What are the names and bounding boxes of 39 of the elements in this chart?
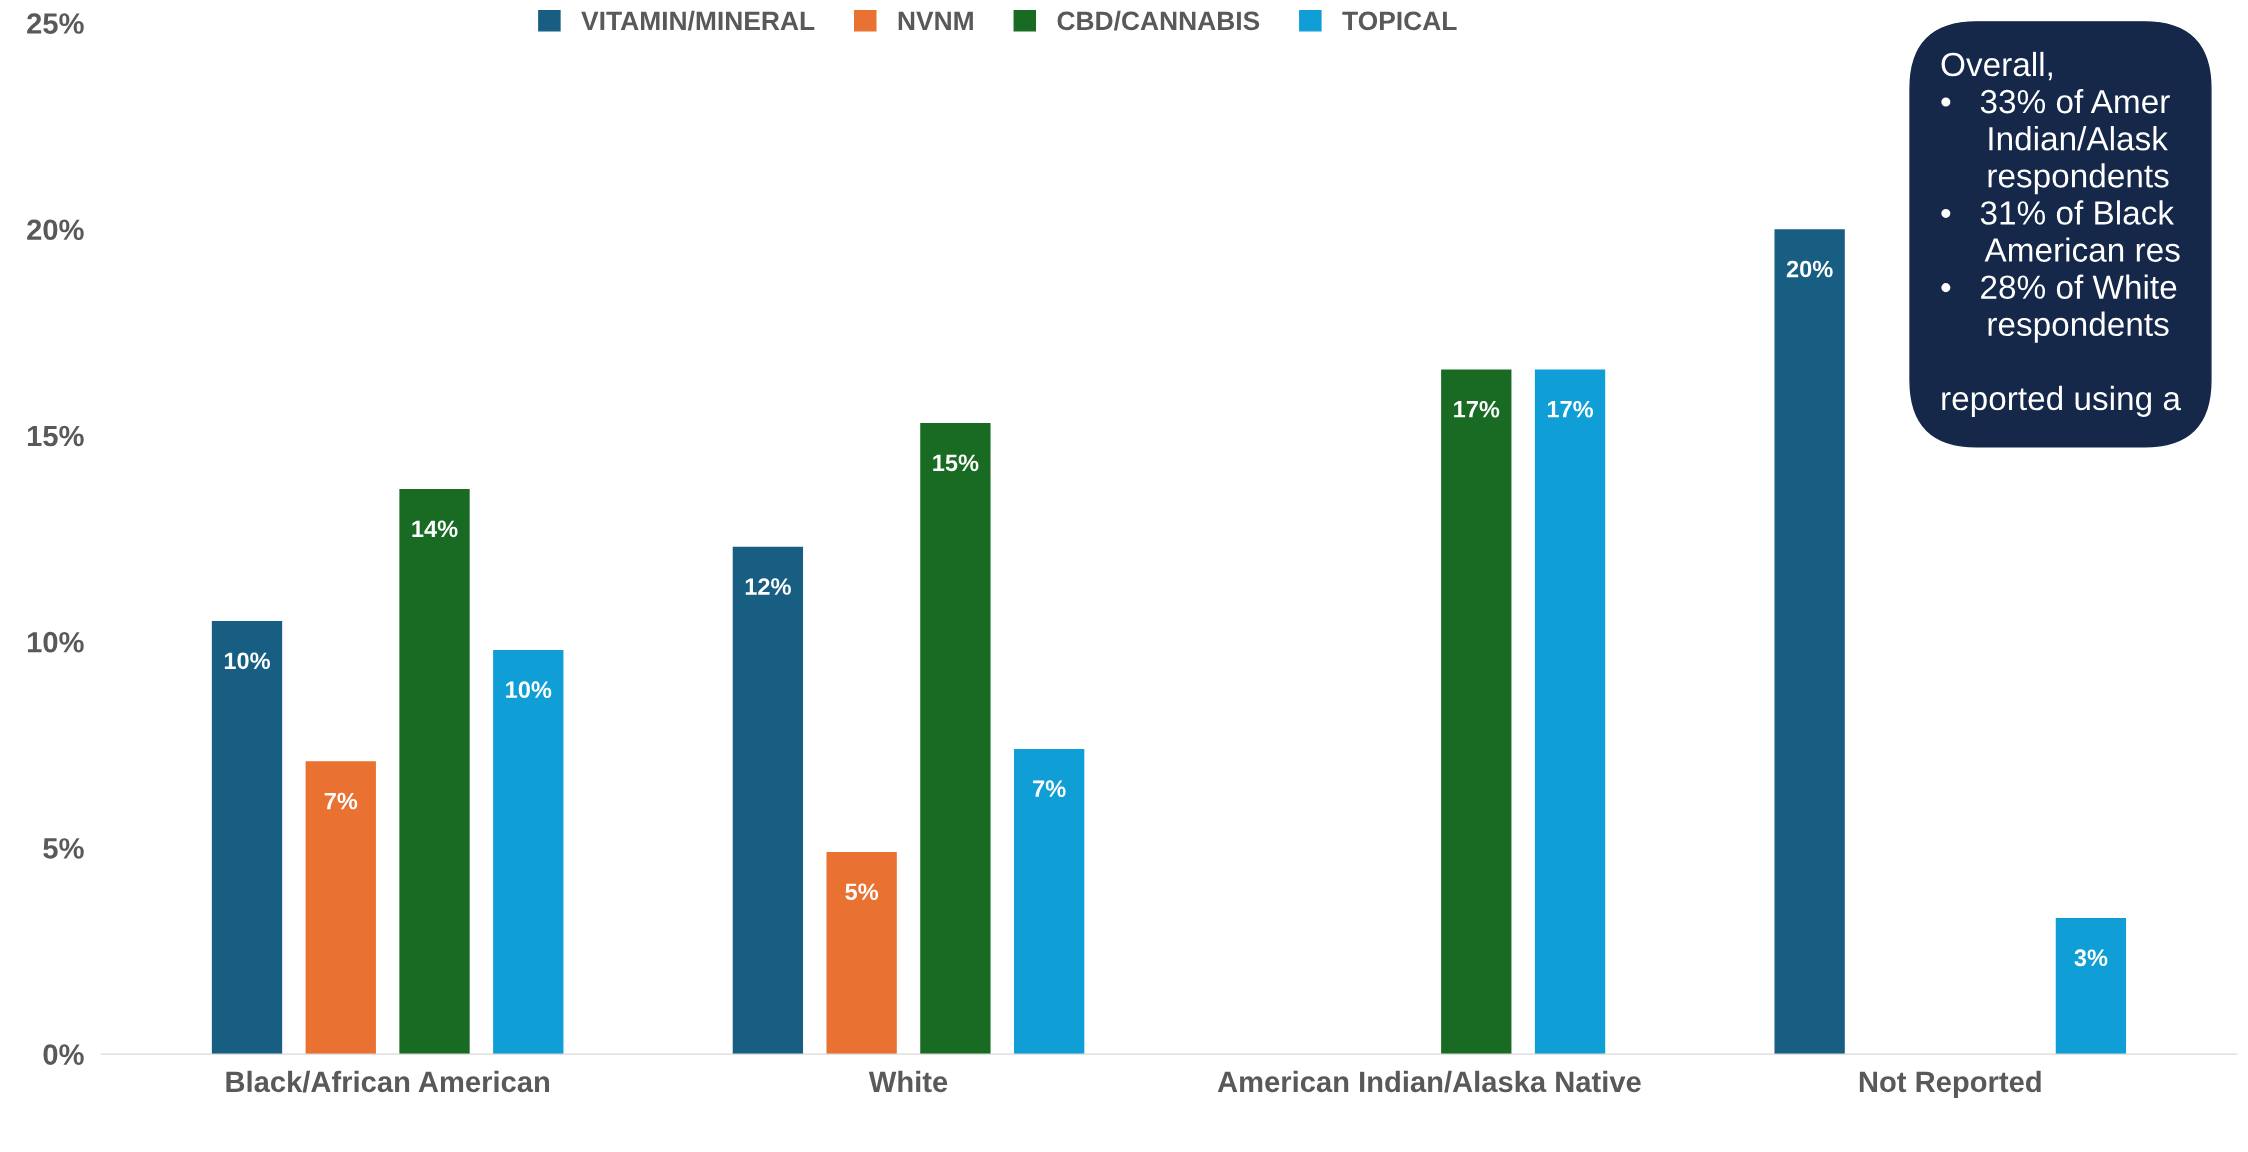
- x-tick-label: Not Reported: [1859, 1070, 2041, 1098]
- bar: [1774, 229, 1845, 1055]
- bar: [732, 546, 804, 1055]
- bar: [2055, 917, 2127, 1055]
- data-label: 17%: [1547, 400, 1594, 418]
- x-tick-label: Black/African American: [226, 1070, 550, 1093]
- x-tick-label: American Indian/Alaska Native: [1217, 1070, 1641, 1093]
- y-tick-label: 20%: [27, 219, 84, 241]
- legend-label: CBD/CANNABIS: [1057, 10, 1260, 31]
- data-label: 17%: [1454, 400, 1500, 418]
- data-label: 7%: [324, 792, 358, 810]
- y-tick-label: 10%: [27, 631, 84, 653]
- bar: [493, 649, 564, 1055]
- data-label: 15%: [933, 454, 979, 472]
- legend-label: VITAMIN/MINERAL: [581, 10, 815, 31]
- data-label: 14%: [412, 520, 458, 538]
- y-tick-label: 25%: [27, 13, 84, 34]
- data-label: 20%: [1786, 260, 1833, 278]
- data-label: 10%: [506, 681, 552, 699]
- y-tick-label: 15%: [27, 425, 84, 447]
- data-label: 10%: [224, 652, 271, 670]
- data-label: 5%: [845, 883, 879, 901]
- bar: [1534, 369, 1606, 1055]
- bar: [920, 423, 991, 1055]
- bar: [305, 761, 376, 1055]
- bar: [1441, 369, 1512, 1055]
- y-tick-label: 5%: [43, 838, 84, 859]
- bar: [826, 852, 897, 1055]
- data-label: 3%: [2074, 949, 2108, 967]
- legend-label: NVNM: [898, 11, 973, 30]
- bar: [399, 489, 470, 1055]
- x-tick-label: White: [868, 1070, 948, 1093]
- bar: [1014, 748, 1085, 1055]
- bar: [211, 621, 283, 1055]
- y-tick-label: 0%: [43, 1044, 84, 1065]
- data-label: 7%: [1033, 780, 1066, 797]
- data-label: 12%: [745, 578, 791, 595]
- legend-label: TOPICAL: [1342, 11, 1457, 31]
- text: Overall, • 33% of Amer Indian/Alask respondents • 31% of Black American res • 28% of White respondents reported using a: [1941, 51, 2181, 417]
